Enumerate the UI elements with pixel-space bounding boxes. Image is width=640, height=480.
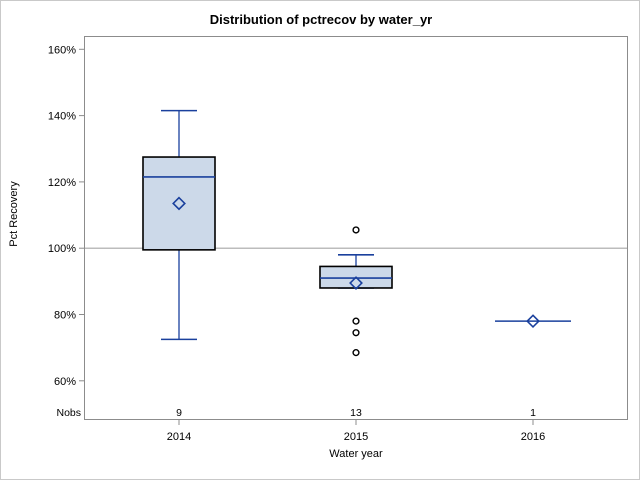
chart-title: Distribution of pctrecov by water_yr [209, 12, 433, 27]
y-tick-label: 160% [48, 44, 76, 56]
nobs-value: 1 [530, 407, 536, 419]
outlier-point-2015 [352, 349, 360, 357]
nobs-value: 9 [176, 407, 182, 419]
y-tick-label: 140% [48, 111, 76, 123]
y-tick-label: 120% [48, 177, 76, 189]
nobs-value: 13 [350, 407, 362, 419]
outlier-point-2015 [352, 226, 360, 234]
y-tick-label: 60% [54, 376, 76, 388]
nobs-row-label: Nobs [56, 407, 81, 419]
mean-marker-2015 [349, 276, 363, 290]
y-tick-label: 80% [54, 310, 76, 322]
y-tick-label: 100% [48, 243, 76, 255]
mean-marker-2016 [526, 314, 540, 329]
x-tick-label: 2016 [521, 431, 545, 443]
outlier-point-2015 [352, 329, 360, 337]
box-2014 [142, 156, 216, 251]
x-axis-title: Water year [329, 448, 383, 460]
x-tick-label: 2015 [344, 431, 368, 443]
plot-frame [84, 36, 628, 420]
mean-marker-2014 [172, 196, 186, 211]
outlier-point-2015 [352, 317, 360, 325]
x-tick-label: 2014 [167, 431, 191, 443]
